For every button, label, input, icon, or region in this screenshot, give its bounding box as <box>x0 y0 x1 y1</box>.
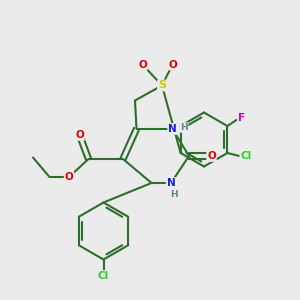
Text: O: O <box>75 130 84 140</box>
Text: N: N <box>167 178 176 188</box>
Text: F: F <box>238 112 245 123</box>
Text: Cl: Cl <box>240 151 252 161</box>
Text: O: O <box>138 59 147 70</box>
Text: H: H <box>170 190 178 199</box>
Text: S: S <box>158 80 166 91</box>
Text: Cl: Cl <box>98 271 109 281</box>
Text: N: N <box>168 124 177 134</box>
Text: O: O <box>168 59 177 70</box>
Text: O: O <box>64 172 74 182</box>
Text: H: H <box>180 123 188 132</box>
Text: O: O <box>207 151 216 161</box>
